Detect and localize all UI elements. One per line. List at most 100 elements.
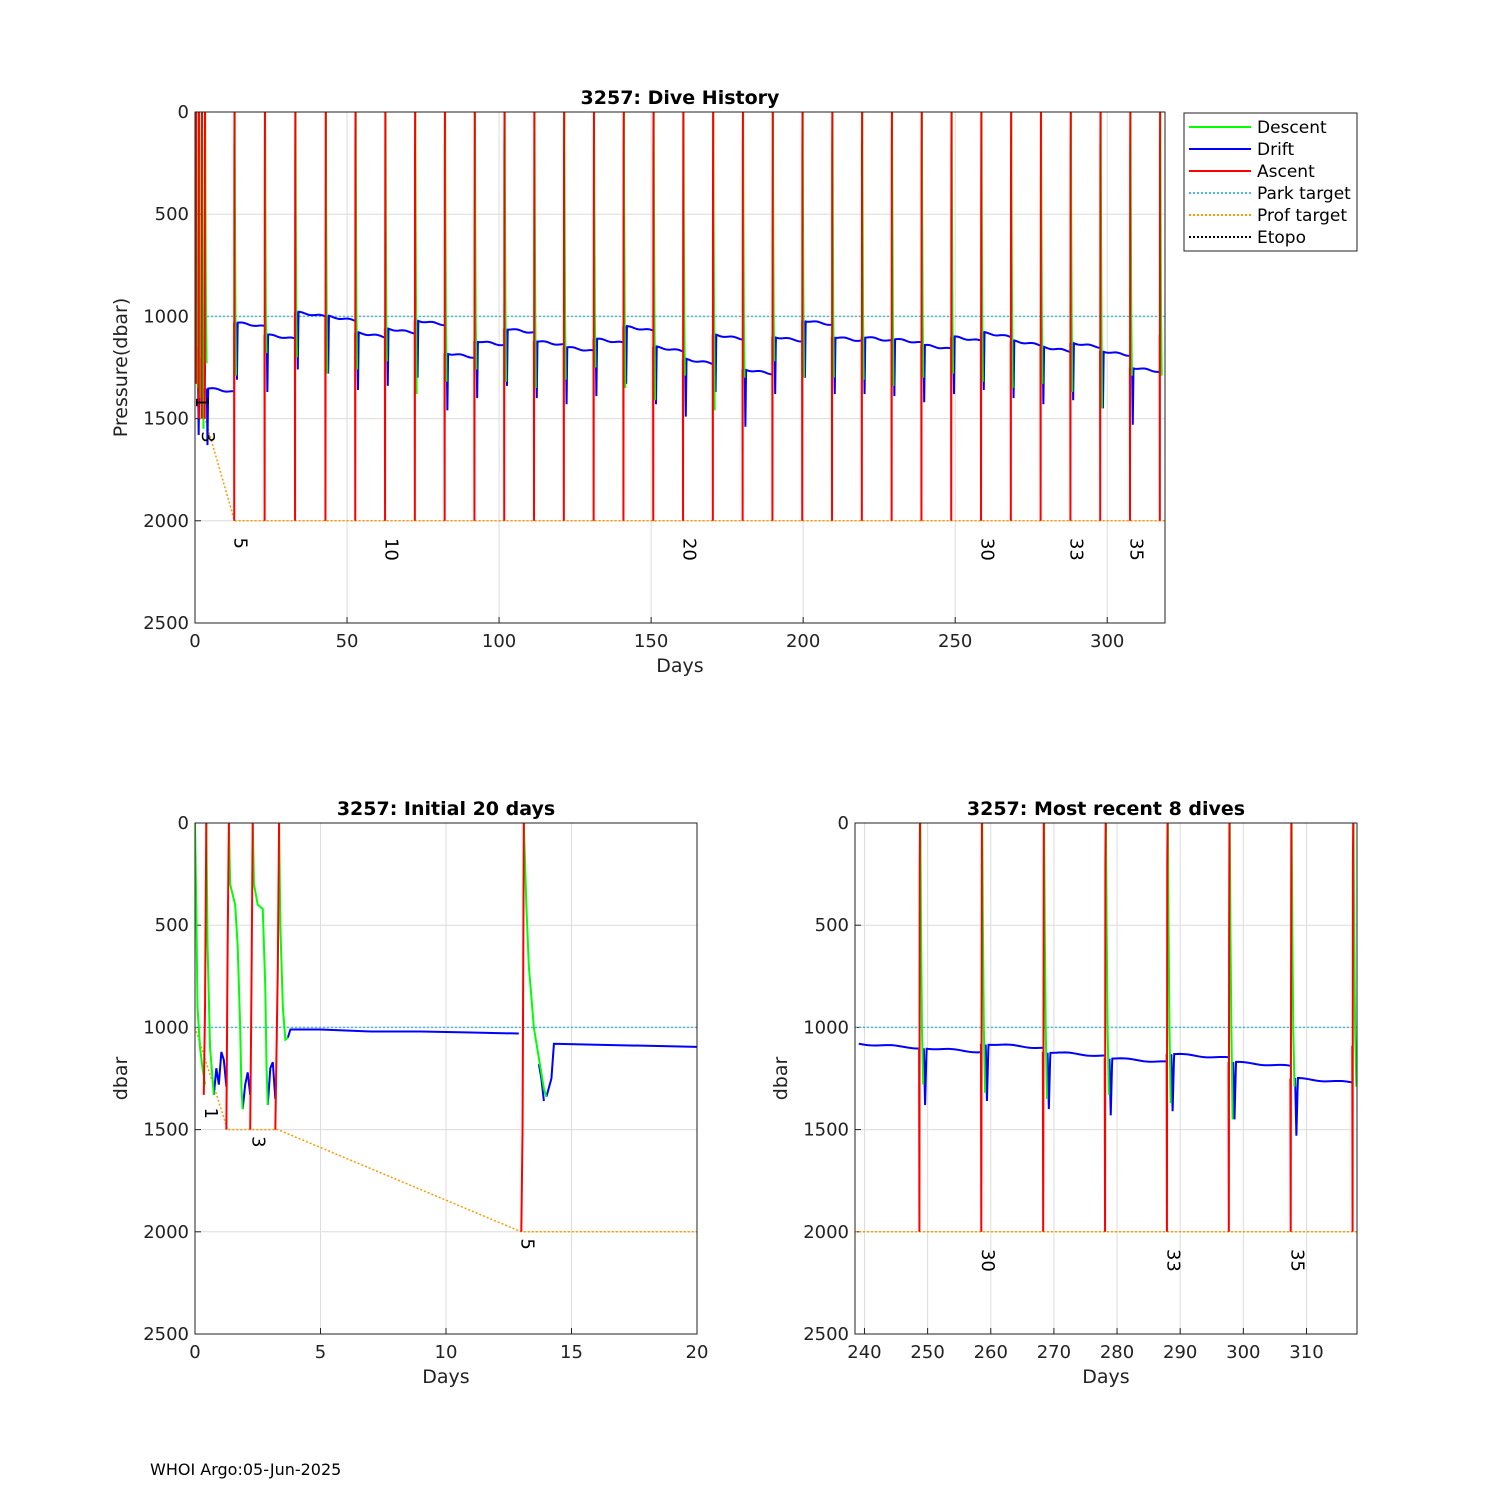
axes-frame — [194, 111, 1166, 624]
drift-segment — [1041, 345, 1071, 405]
y-tick-label: 1500 — [143, 409, 189, 430]
y-tick-label: 500 — [155, 204, 189, 225]
drift-segment — [286, 1028, 519, 1038]
dive-number-label: 5 — [516, 1238, 537, 1249]
y-axis-label: Pressure(dbar) — [110, 298, 132, 438]
ascent-segment — [1289, 823, 1293, 1232]
prof-target-line — [195, 1027, 697, 1233]
drift-segment — [922, 1047, 981, 1106]
ascent-segment — [979, 823, 983, 1232]
descent-segment — [1166, 823, 1172, 1104]
y-tick-label: 1500 — [143, 1120, 189, 1141]
drift-segment — [743, 368, 773, 427]
y-tick-label: 2000 — [143, 511, 189, 532]
drift-segment — [713, 333, 743, 393]
ascent-segment — [274, 823, 281, 1130]
drift-segment — [445, 352, 475, 411]
x-axis-label: Days — [656, 655, 703, 677]
legend-box — [1183, 112, 1358, 252]
drift-segment — [265, 333, 296, 393]
legend-label: Ascent — [1257, 162, 1315, 182]
y-tick-label: 1000 — [803, 1017, 849, 1038]
axes-frame — [194, 822, 698, 1335]
dive-number-label: 30 — [977, 1249, 998, 1272]
x-tick-label: 10 — [435, 1342, 458, 1363]
x-tick-label: 20 — [686, 1342, 709, 1363]
x-tick-label: 0 — [189, 1342, 200, 1363]
x-tick-label: 200 — [786, 631, 820, 652]
y-tick-label: 1000 — [143, 306, 189, 327]
descent-segment — [919, 823, 925, 1085]
y-axis-label: dbar — [110, 1057, 132, 1101]
ascent-segment — [1103, 823, 1107, 1232]
x-tick-label: 5 — [315, 1342, 326, 1363]
drift-segment — [654, 345, 684, 405]
drift-segment — [1170, 1052, 1229, 1112]
drift-segment — [475, 340, 505, 399]
drift-segment — [505, 328, 534, 386]
ascent-segment — [225, 823, 230, 1130]
descent-segment — [1105, 823, 1110, 1095]
dive-number-label: 33 — [1163, 1249, 1184, 1272]
x-tick-label: 300 — [1090, 631, 1124, 652]
dive-number-label: 3 — [197, 431, 218, 442]
chart-title: 3257: Initial 20 days — [337, 798, 555, 820]
drift-segment — [212, 1051, 228, 1095]
legend-label: Drift — [1257, 140, 1294, 160]
descent-segment — [195, 823, 207, 1085]
y-tick-label: 0 — [178, 813, 189, 834]
drift-segment — [892, 337, 922, 397]
drift-segment — [241, 1072, 252, 1110]
ascent-segment — [918, 823, 922, 1232]
x-tick-label: 270 — [1037, 1342, 1071, 1363]
drift-segment — [862, 336, 892, 395]
drift-segment — [356, 330, 386, 390]
descent-segment — [251, 823, 269, 1106]
drift-segment — [1294, 1076, 1353, 1136]
y-tick-label: 500 — [815, 915, 849, 936]
drift-segment — [545, 1042, 697, 1098]
descent-segment — [227, 823, 244, 1110]
drift-segment — [1108, 1057, 1167, 1116]
descent-segment — [1352, 823, 1357, 1087]
y-tick-label: 0 — [178, 102, 189, 123]
drift-segment — [415, 319, 445, 378]
dive-number-label: 1 — [191, 397, 212, 408]
drift-segment — [803, 320, 832, 378]
dive-number-label: 20 — [678, 538, 699, 561]
drift-segment — [535, 340, 564, 399]
drift-segment — [235, 321, 265, 380]
ascent-segment — [1165, 823, 1169, 1232]
x-axis-label: Days — [422, 1366, 469, 1388]
drift-segment — [833, 336, 862, 395]
drift-segment — [1011, 339, 1041, 399]
legend-label: Etopo — [1257, 228, 1306, 248]
footer-text: WHOI Argo:05-Jun-2025 — [150, 1460, 342, 1479]
legend-label: Park target — [1257, 184, 1351, 204]
plot-area — [195, 823, 697, 1233]
dive-number-label: 33 — [1066, 538, 1087, 561]
x-tick-label: 0 — [189, 631, 200, 652]
x-tick-label: 310 — [1289, 1342, 1323, 1363]
drift-segment — [326, 314, 356, 374]
x-tick-label: 300 — [1226, 1342, 1260, 1363]
drift-segment — [1131, 367, 1160, 425]
x-tick-label: 150 — [634, 631, 668, 652]
drift-segment — [952, 335, 982, 395]
ascent-segment — [249, 823, 254, 1130]
y-tick-label: 2500 — [143, 1324, 189, 1345]
x-axis-label: Days — [1082, 1366, 1129, 1388]
x-tick-label: 50 — [336, 631, 359, 652]
x-tick-label: 290 — [1163, 1342, 1197, 1363]
drift-segment — [982, 330, 1011, 390]
ascent-segment — [202, 823, 208, 1095]
y-tick-label: 2500 — [803, 1324, 849, 1345]
plot-area — [195, 112, 1165, 522]
drift-segment — [1071, 341, 1101, 401]
drift-segment — [922, 343, 952, 403]
y-tick-label: 2000 — [143, 1222, 189, 1243]
x-tick-label: 260 — [974, 1342, 1008, 1363]
descent-segment — [278, 823, 289, 1042]
